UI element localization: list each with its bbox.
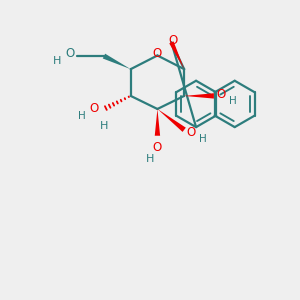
Text: H: H <box>78 110 86 121</box>
Polygon shape <box>158 109 186 132</box>
Text: H: H <box>199 134 207 144</box>
Polygon shape <box>169 41 184 69</box>
Text: O: O <box>153 141 162 154</box>
Text: O: O <box>168 34 178 47</box>
Text: H: H <box>230 96 237 106</box>
Text: H: H <box>146 154 154 164</box>
Text: H: H <box>52 56 61 66</box>
Text: O: O <box>65 47 74 61</box>
Text: H: H <box>100 122 108 131</box>
Polygon shape <box>184 93 214 99</box>
Polygon shape <box>103 54 131 69</box>
Polygon shape <box>155 109 160 136</box>
Text: O: O <box>153 47 162 60</box>
Text: O: O <box>216 88 226 101</box>
Text: O: O <box>187 126 196 139</box>
Text: O: O <box>89 103 99 116</box>
